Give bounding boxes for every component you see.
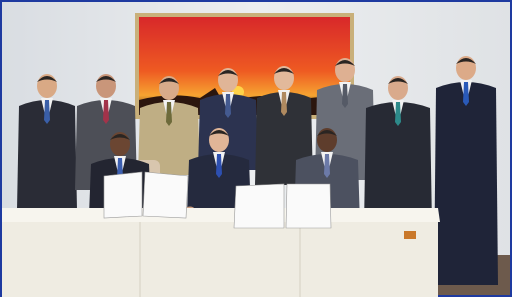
suit: [434, 82, 498, 285]
table-top: [2, 208, 440, 222]
document: [104, 172, 142, 218]
tie: [166, 102, 172, 126]
tie: [103, 100, 109, 124]
tie: [216, 154, 222, 178]
tie: [281, 92, 287, 116]
document: [143, 172, 188, 218]
tie: [342, 84, 348, 108]
photo: [0, 0, 512, 297]
desk-object: [404, 231, 416, 239]
document: [234, 184, 284, 228]
document: [286, 184, 331, 228]
tie: [324, 154, 330, 178]
tie: [463, 82, 469, 106]
page: (() => { const svg = document.getElement…: [0, 0, 512, 297]
tie: [395, 102, 401, 126]
tie: [225, 94, 231, 118]
tie: [44, 100, 50, 124]
